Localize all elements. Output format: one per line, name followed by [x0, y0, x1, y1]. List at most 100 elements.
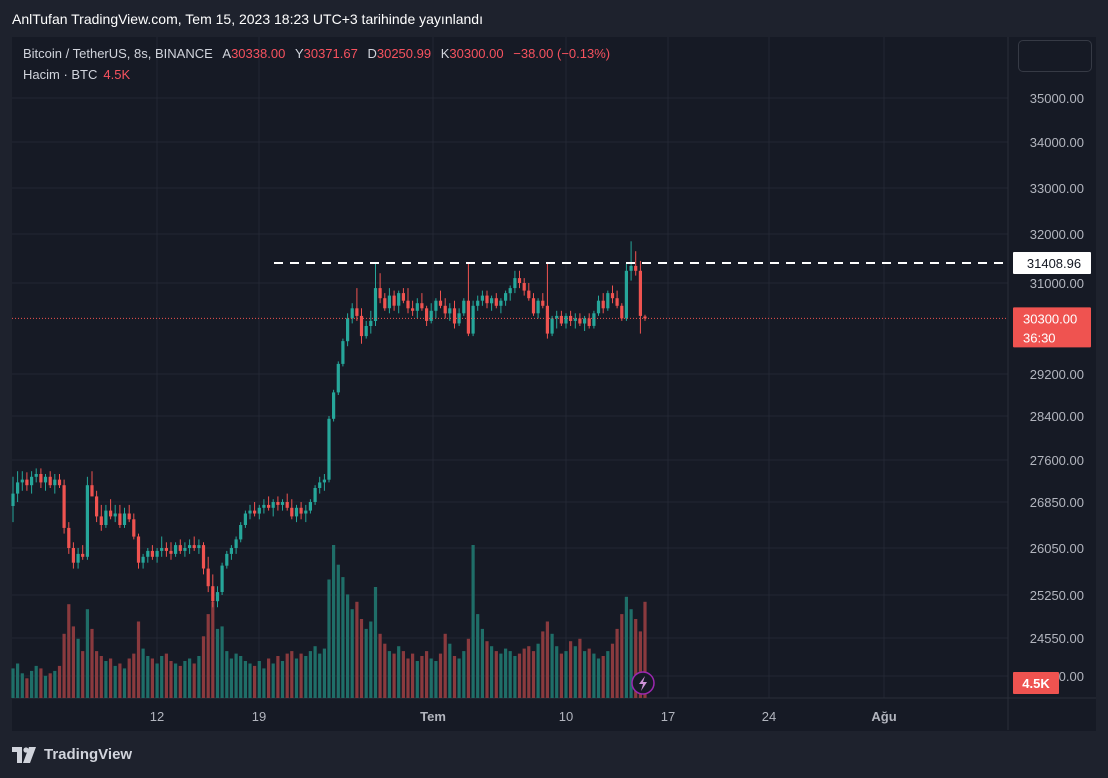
candle-body	[160, 548, 164, 551]
candle-body	[411, 308, 415, 311]
candle-body	[564, 315, 568, 324]
volume-bar	[369, 621, 373, 698]
candle-body	[155, 550, 159, 557]
volume-bar	[188, 658, 192, 698]
volume-bar	[541, 631, 545, 698]
change-value: −38.00 (−0.13%)	[513, 46, 611, 61]
close-label: K	[440, 46, 450, 61]
volume-bar	[169, 661, 173, 698]
volume-bar	[332, 545, 336, 698]
candle-body	[276, 502, 280, 505]
y-tick-label: 27600.00	[1030, 453, 1084, 468]
volume-bar	[313, 646, 317, 698]
candle-body	[634, 265, 638, 271]
volume-bar	[267, 658, 271, 698]
volume-bar	[610, 643, 615, 698]
volume-bar	[592, 653, 596, 698]
close-value: 30300.00	[449, 46, 504, 61]
candle-body	[545, 305, 549, 334]
candle-body	[81, 553, 85, 557]
chart-panel[interactable]	[12, 37, 1096, 731]
volume-label[interactable]: Hacim · BTC	[23, 67, 98, 82]
candle-body	[596, 300, 601, 314]
volume-bar	[16, 663, 20, 698]
volume-bar	[294, 658, 299, 698]
volume-bar	[522, 648, 526, 698]
candle-body	[401, 293, 405, 301]
high-label: Y	[294, 46, 304, 61]
candle-body	[425, 308, 429, 321]
volume-bar	[555, 646, 559, 698]
volume-bar	[383, 643, 387, 698]
y-tick-label: 33000.00	[1030, 181, 1084, 196]
candle-body	[462, 300, 466, 314]
candle-body	[620, 305, 624, 319]
candle-body	[527, 290, 531, 299]
lightning-icon	[639, 676, 647, 691]
volume-bar	[99, 656, 103, 698]
candle-body	[118, 513, 122, 525]
y-tick-label: 28400.00	[1030, 409, 1084, 424]
volume-badge-label: 4.5K	[1022, 676, 1050, 691]
candle-body	[95, 496, 99, 517]
low-value: 30250.99	[376, 46, 432, 61]
candle-body	[304, 510, 308, 514]
candle-body	[294, 507, 299, 517]
volume-bar	[229, 658, 233, 698]
low-label: D	[367, 46, 377, 61]
candle-body	[174, 545, 178, 554]
volume-bar	[43, 675, 48, 698]
candle-body	[267, 504, 271, 508]
volume-bar	[517, 653, 522, 698]
volume-bar	[643, 601, 647, 698]
candle-body	[146, 550, 150, 557]
volume-bar	[34, 665, 38, 698]
candle-body	[30, 476, 34, 486]
volume-bar	[397, 646, 401, 698]
volume-legend: Hacim · BTC 4.5K	[23, 67, 130, 82]
volume-bar	[634, 619, 638, 698]
volume-bar	[104, 661, 108, 698]
last-price-badge	[1013, 307, 1091, 348]
candle-body	[397, 293, 401, 306]
volume-bar	[587, 648, 591, 698]
volume-bar	[443, 633, 447, 698]
x-tick-label: 12	[150, 709, 164, 724]
volume-bar	[601, 656, 605, 698]
countdown-label: 36:30	[1023, 330, 1056, 345]
volume-bar	[113, 665, 117, 698]
candle-body	[392, 295, 396, 306]
volume-bar	[146, 656, 150, 698]
volume-bar	[350, 609, 354, 698]
volume-bar	[583, 651, 587, 698]
volume-bar	[411, 653, 415, 698]
candle-body	[257, 507, 261, 514]
footer-brand: TradingView	[12, 746, 132, 763]
symbol-label[interactable]: Bitcoin / TetherUS, 8s, BINANCE	[23, 46, 213, 61]
volume-bar	[434, 661, 438, 698]
candle-body	[606, 293, 610, 309]
candle-body	[332, 392, 336, 419]
volume-bar	[192, 663, 196, 698]
candle-body	[48, 476, 52, 486]
volume-bar	[118, 663, 122, 698]
volume-bar	[299, 653, 303, 698]
candle-body	[476, 300, 480, 306]
candle-body	[448, 308, 452, 314]
candle-body	[341, 341, 345, 364]
volume-bar	[438, 653, 443, 698]
candle-body	[248, 510, 252, 514]
resistance-price-label: 31408.96	[1027, 256, 1081, 271]
volume-bar	[308, 651, 312, 698]
volume-bar	[178, 665, 182, 698]
volume-bar	[215, 628, 220, 698]
volume-bar	[109, 658, 113, 698]
volume-bar	[494, 651, 498, 698]
x-tick-label: 10	[559, 709, 573, 724]
volume-bar	[466, 638, 470, 698]
candle-body	[188, 545, 192, 548]
volume-bar	[71, 626, 75, 698]
chart-options-button[interactable]	[1018, 40, 1092, 72]
volume-bar	[322, 648, 326, 698]
